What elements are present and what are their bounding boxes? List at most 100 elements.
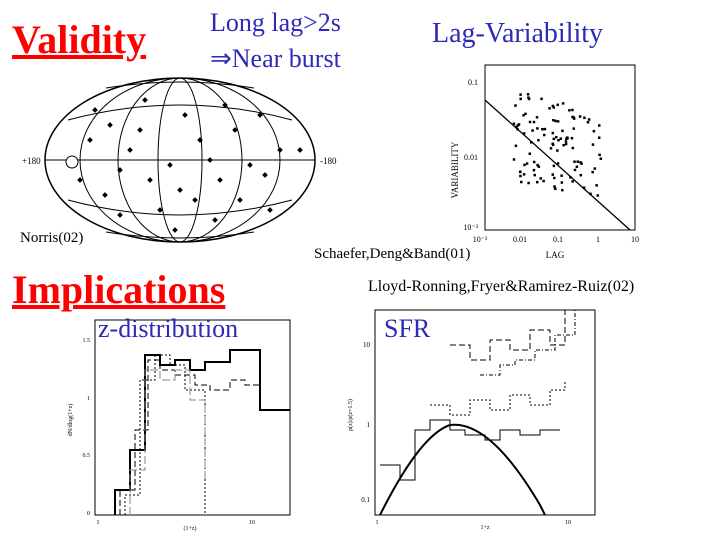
lag-ytick-0.1: 0.1 [468, 78, 478, 87]
sky-burst-marker [117, 167, 123, 173]
lag-data-point [571, 146, 575, 150]
z-distribution-title: z-distribution [98, 314, 239, 343]
sky-burst-marker [127, 147, 133, 153]
lag-data-point [512, 122, 516, 126]
sky-burst-marker [297, 147, 303, 153]
sky-burst-marker [217, 177, 223, 183]
sfr-xlabel: 1+z [480, 525, 489, 531]
lag-data-point [543, 127, 547, 131]
sky-burst-marker [137, 127, 143, 133]
lag-data-point [533, 173, 536, 177]
sfr-plot: ρ(z)/ρ(z=1.5) 1+z 10 1 0.1 1 10 [347, 309, 596, 531]
lag-data-point [541, 127, 544, 131]
lag-data-point [519, 93, 522, 96]
lag-data-point [542, 179, 545, 183]
lag-data-point [556, 120, 560, 123]
sky-burst-marker [277, 147, 283, 153]
lag-data-point [571, 108, 574, 112]
sky-burst-marker [267, 207, 273, 213]
lag-data-point [551, 173, 554, 176]
lag-data-point [570, 136, 574, 140]
lag-data-point [528, 152, 532, 155]
z-xtick-1: 1 [97, 520, 100, 526]
lag-xtick-0.01: 0.01 [513, 235, 527, 244]
lag-data-point [561, 102, 565, 105]
lag-data-point [599, 157, 603, 160]
sky-burst-marker [192, 197, 198, 203]
lag-data-point [522, 114, 525, 117]
z-ylabel: dN/dlog(1+z) [67, 404, 74, 437]
lag-ylabel: VARIABILITY [450, 141, 460, 198]
sky-burst-marker [102, 192, 108, 198]
sky-burst-marker [212, 217, 218, 223]
lag-data-point [554, 187, 557, 191]
lag-data-point [595, 184, 598, 187]
lag-data-point [559, 137, 563, 140]
lag-xtick-10: 10 [631, 235, 639, 244]
validity-heading: Validity [12, 17, 147, 62]
lag-data-point [560, 181, 564, 184]
lag-data-point [528, 120, 532, 124]
lag-data-point [573, 168, 577, 172]
lag-variability-plot: VARIABILITY LAG 0.1 0.01 10⁻³ 10⁻³ 0.01 … [450, 64, 639, 260]
lag-data-point [580, 162, 583, 165]
implications-heading: Implications [12, 267, 226, 312]
lag-data-point [522, 132, 526, 135]
sky-burst-marker [87, 137, 93, 143]
lag-data-point [514, 144, 518, 148]
lag-data-point [540, 97, 543, 101]
lag-data-point [598, 153, 601, 157]
lag-data-point [555, 135, 558, 139]
sky-burst-marker [247, 162, 253, 168]
lag-xtick-1: 1 [596, 235, 600, 244]
lag-data-point [561, 129, 564, 133]
lag-data-point [576, 160, 580, 163]
lag-data-point [514, 104, 517, 107]
z-distribution-plot: dN/dlog(1+z) (1+z) 1.5 1 0.5 0 1 10 [67, 319, 291, 532]
sky-burst-marker [157, 207, 163, 213]
lag-data-point [535, 116, 539, 119]
lag-data-point [548, 107, 551, 110]
lag-data-point [526, 93, 530, 96]
sfr-xtick-1: 1 [376, 520, 379, 526]
lag-data-point [516, 127, 519, 131]
lag-data-point [552, 106, 556, 109]
lag-data-point [536, 127, 539, 130]
lag-data-point [551, 104, 555, 108]
lag-data-point [579, 161, 582, 164]
sfr-ytick-1: 1 [367, 421, 371, 429]
sky-burst-marker [177, 187, 183, 193]
citation-lloyd: Lloyd-Ronning,Fryer&Ramirez-Ruiz(02) [368, 278, 635, 295]
sky-burst-marker [147, 177, 153, 183]
lag-data-point [573, 160, 576, 163]
lag-data-point [539, 177, 542, 180]
lag-data-point [565, 136, 569, 139]
lag-data-point [512, 158, 516, 161]
sky-burst-marker [107, 122, 113, 128]
sky-burst-marker [167, 162, 173, 168]
lag-data-point [552, 137, 556, 141]
lag-data-point [575, 165, 579, 169]
citation-schaefer: Schaefer,Deng&Band(01) [314, 246, 471, 262]
lag-data-point [591, 143, 595, 146]
lag-data-point [553, 185, 556, 188]
lag-data-point [556, 149, 559, 152]
lag-data-point [572, 127, 575, 130]
lag-xtick-0.1: 0.1 [553, 235, 563, 244]
sky-burst-marker [92, 107, 98, 113]
lag-data-point [554, 119, 557, 123]
z-ytick-1: 1 [87, 396, 90, 402]
lag-ytick-0.01: 0.01 [464, 153, 478, 162]
sky-left-label: +180 [22, 156, 41, 166]
lag-data-point [542, 133, 546, 137]
lag-data-point [549, 147, 553, 150]
sfr-ytick-10: 10 [363, 341, 371, 349]
lag-data-point [537, 165, 541, 168]
lag-data-point [524, 112, 527, 116]
sky-burst-marker [237, 197, 243, 203]
sfr-title: SFR [384, 314, 431, 343]
sky-burst-marker [172, 227, 178, 233]
lag-data-point [597, 136, 601, 139]
lag-data-point [523, 163, 526, 167]
lag-data-point [578, 115, 582, 118]
